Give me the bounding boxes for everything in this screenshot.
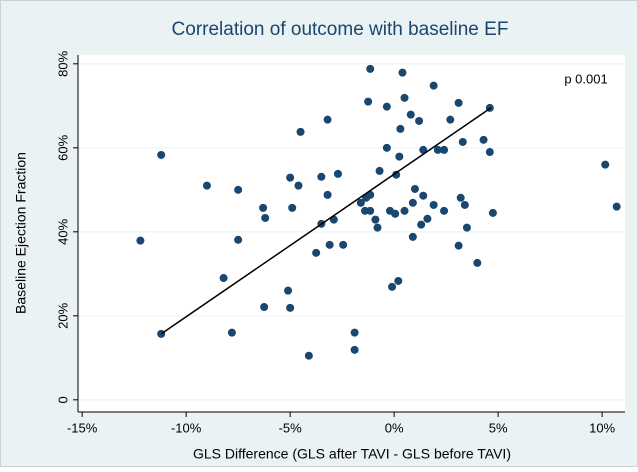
fit-line	[160, 107, 492, 335]
point	[339, 240, 348, 249]
point	[296, 127, 305, 136]
point	[415, 116, 424, 125]
point	[446, 115, 455, 124]
point	[458, 137, 467, 146]
point	[454, 241, 463, 250]
point	[286, 303, 295, 312]
point	[398, 68, 407, 77]
point	[312, 248, 321, 257]
point	[284, 286, 293, 295]
point	[366, 206, 375, 215]
annotation: p 0.001	[564, 71, 607, 86]
point	[429, 81, 438, 90]
plot-area	[78, 55, 625, 412]
point	[259, 203, 268, 212]
point	[373, 223, 382, 232]
point	[356, 198, 365, 207]
point	[261, 213, 270, 222]
point	[419, 145, 428, 154]
point	[136, 236, 145, 245]
point	[419, 191, 428, 200]
point	[612, 202, 621, 211]
point	[288, 203, 297, 212]
y-tick-label: 80%	[55, 50, 70, 76]
y-tick-label: 40%	[55, 218, 70, 244]
y-tick-label: 60%	[55, 134, 70, 160]
point	[286, 173, 295, 182]
point	[400, 206, 409, 215]
point	[400, 93, 409, 102]
x-tick-label: 5%	[489, 420, 508, 435]
point	[485, 148, 494, 157]
y-axis-label: Baseline Ejection Fraction	[13, 152, 29, 314]
y-tick-label: 20%	[55, 302, 70, 328]
point	[408, 198, 417, 207]
point	[479, 135, 488, 144]
point	[227, 328, 236, 337]
point	[260, 303, 269, 311]
point	[219, 274, 228, 283]
point	[396, 124, 405, 133]
point	[440, 206, 449, 215]
point	[429, 200, 438, 209]
point	[394, 276, 403, 285]
point	[406, 110, 415, 119]
point	[391, 209, 400, 218]
x-tick-label: -10%	[171, 420, 202, 435]
point	[157, 150, 166, 159]
point	[202, 181, 211, 190]
point	[333, 169, 342, 178]
point	[460, 200, 469, 209]
point	[417, 220, 426, 229]
point	[325, 240, 334, 249]
point	[234, 185, 243, 194]
point	[433, 145, 442, 154]
point	[317, 172, 326, 181]
point	[371, 215, 380, 224]
point	[454, 98, 463, 107]
y-tick-label: 0	[55, 396, 70, 403]
point	[382, 143, 391, 152]
point	[473, 258, 482, 267]
point	[456, 193, 465, 202]
point	[323, 190, 332, 199]
x-tick-label: 10%	[589, 420, 615, 435]
point	[375, 166, 384, 175]
point	[410, 184, 419, 193]
point	[323, 115, 332, 124]
point	[440, 145, 449, 154]
point	[382, 102, 391, 111]
point	[408, 232, 417, 241]
point	[392, 170, 401, 179]
x-axis-label: GLS Difference (GLS after TAVI - GLS bef…	[193, 446, 511, 462]
point	[294, 181, 303, 190]
point	[350, 328, 359, 337]
point	[462, 223, 471, 232]
x-tick-label: 0%	[385, 420, 404, 435]
x-tick-label: -15%	[67, 420, 98, 435]
point	[304, 351, 313, 360]
point	[601, 160, 610, 169]
x-tick-label: -5%	[279, 420, 303, 435]
chart-title: Correlation of outcome with baseline EF	[172, 19, 509, 40]
point	[488, 208, 497, 217]
point	[366, 64, 375, 73]
point	[388, 282, 397, 291]
point	[350, 345, 359, 354]
point	[364, 97, 373, 106]
point	[423, 214, 432, 223]
point	[234, 235, 243, 244]
point	[395, 152, 404, 161]
